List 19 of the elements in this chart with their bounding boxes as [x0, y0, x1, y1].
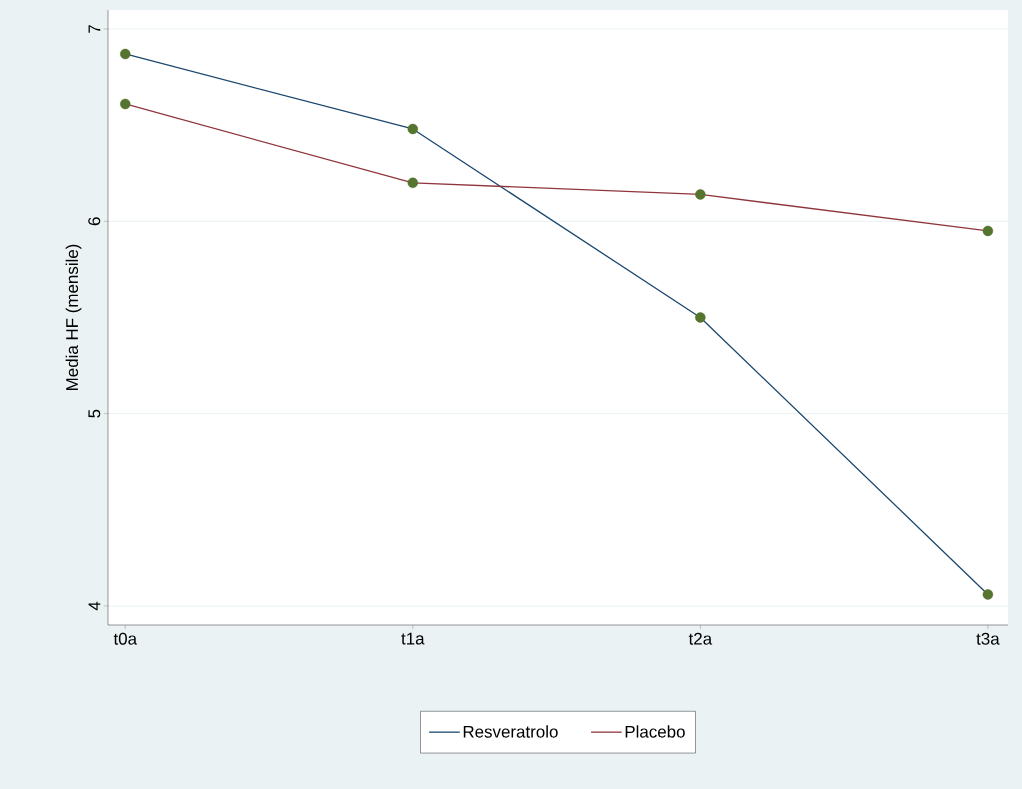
point [407, 123, 418, 135]
point [982, 589, 994, 600]
point [695, 312, 706, 323]
x-tick-label: t3a [976, 632, 1000, 645]
point [407, 177, 418, 189]
x-tick-label: t1a [401, 632, 425, 645]
point [695, 189, 706, 200]
y-tick-label: 4 [88, 601, 101, 611]
point [120, 98, 131, 110]
point [982, 225, 994, 237]
y-tick-label: 6 [88, 217, 101, 226]
point [120, 48, 131, 60]
legend-label: Placebo [625, 725, 685, 738]
y-axis-title: Media HF (mensile) [65, 244, 82, 390]
x-tick-label: t2a [688, 632, 713, 645]
legend-label: Resveratrolo [463, 725, 558, 738]
y-tick-label: 7 [88, 25, 101, 33]
y-tick-label: 5 [88, 409, 101, 418]
x-tick-label: t0a [113, 632, 138, 645]
